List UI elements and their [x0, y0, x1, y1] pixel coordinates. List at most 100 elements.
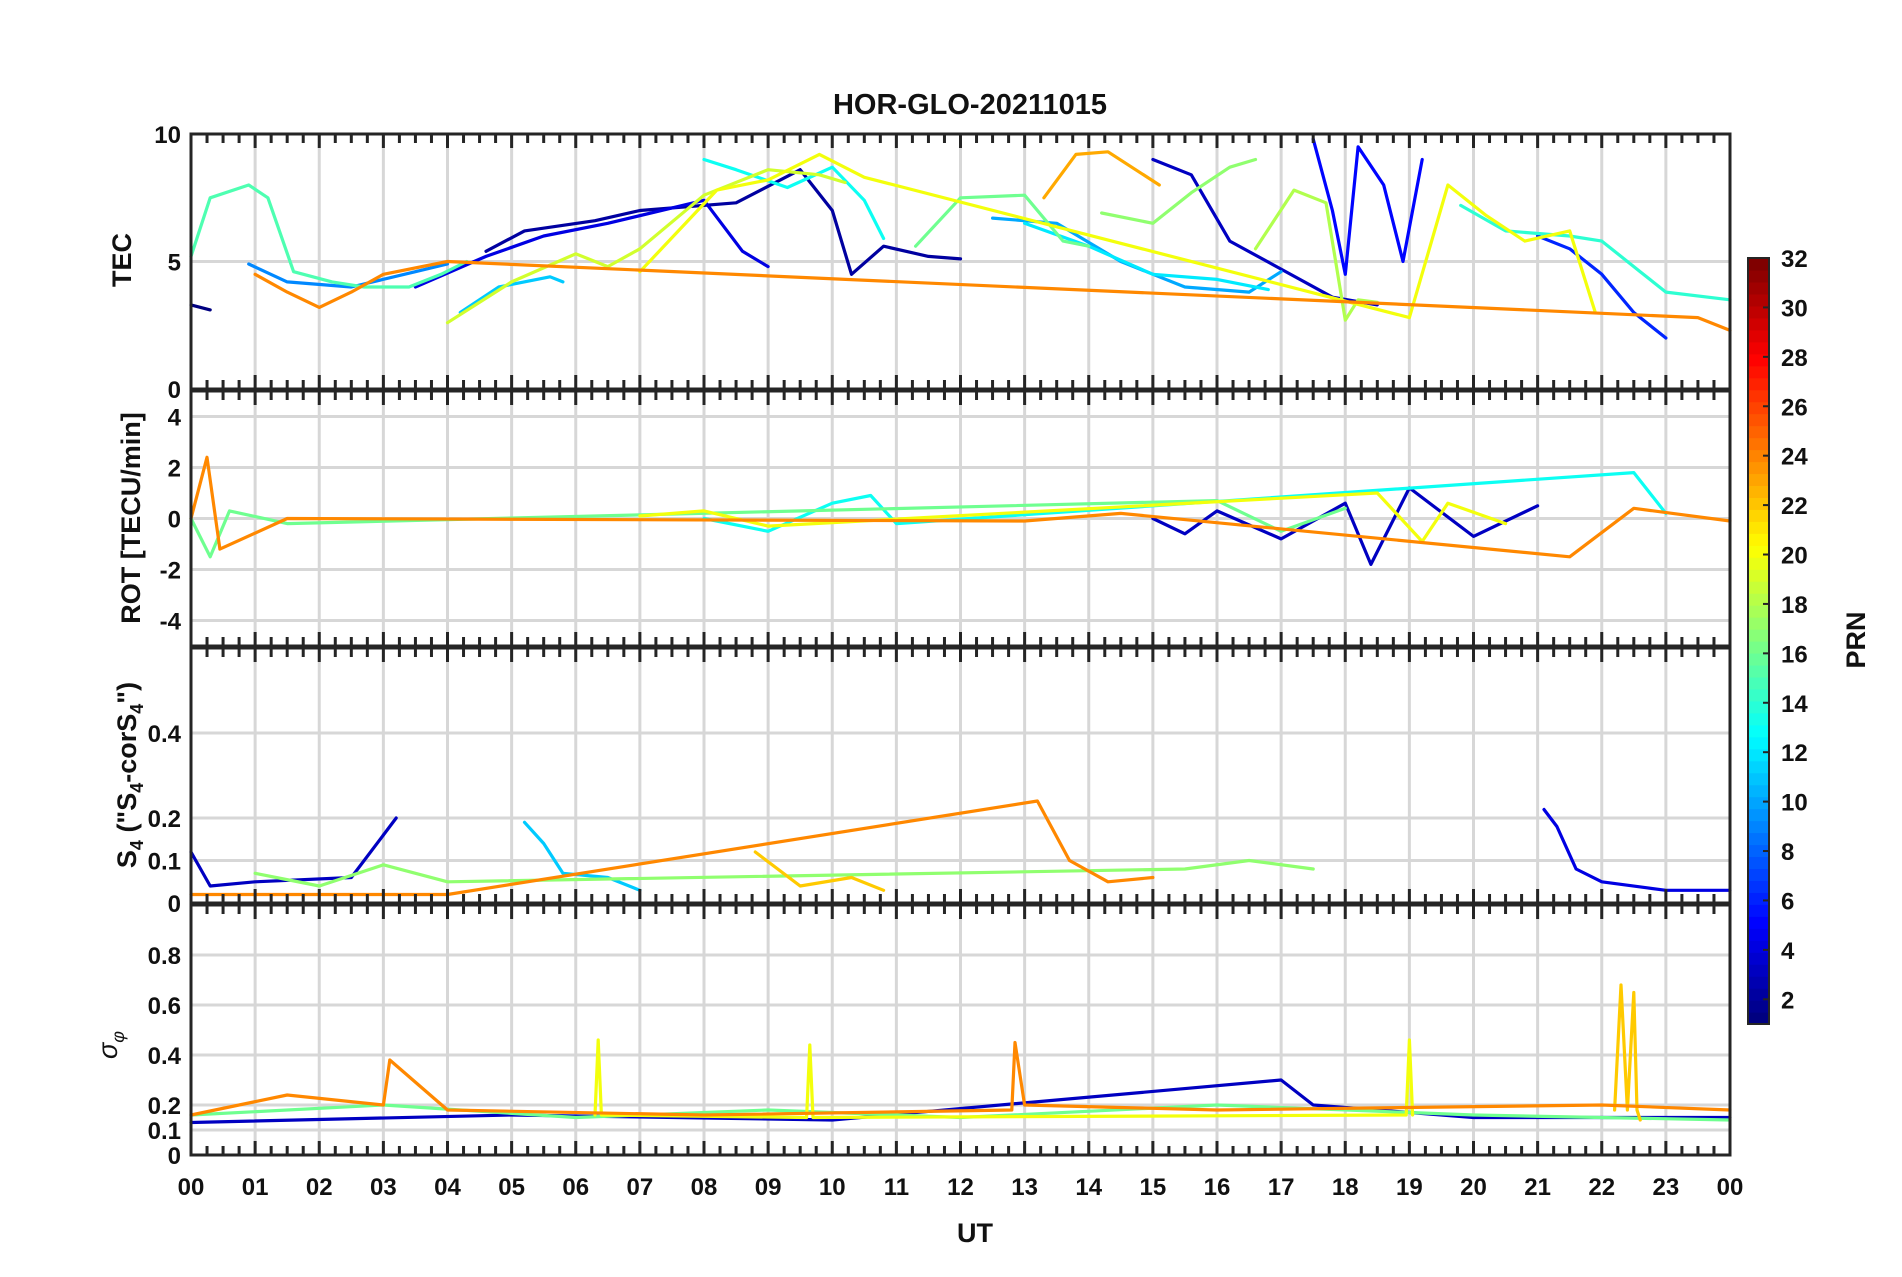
x-tick-label: 20 [1460, 1174, 1487, 1201]
plot-frame [189, 132, 1732, 391]
colorbar-segment [1748, 557, 1769, 570]
series-prn-11 [458, 275, 565, 315]
series-prn-24 [189, 799, 1155, 897]
colorbar-segment [1748, 916, 1769, 929]
colorbar-segment [1748, 617, 1769, 630]
colorbar-segment [1748, 952, 1769, 965]
phi-subscript: φ [108, 1031, 128, 1043]
colorbar-tick-label: 6 [1781, 888, 1794, 915]
s4-close-paren: ") [112, 682, 142, 704]
colorbar-segment [1748, 485, 1769, 498]
s4-open-paren: ("S [112, 793, 142, 840]
colorbar-tick-label: 22 [1781, 493, 1808, 520]
x-tick-label: 13 [1011, 1174, 1038, 1201]
plot-frame [189, 646, 1732, 905]
y-tick-label: 0 [168, 377, 181, 404]
colorbar-segment [1748, 497, 1769, 510]
colorbar-tick-label: 4 [1781, 938, 1795, 965]
colorbar-segment [1748, 629, 1769, 642]
tec-panel: 0 5 10 [154, 122, 1732, 404]
rot-axis-title: ROT [TECU/min] [116, 412, 146, 623]
x-tick-label: 18 [1332, 1174, 1359, 1201]
y-tick-label: 0.1 [148, 849, 181, 876]
s4-axis-title: S4 ("S4-corS4") [112, 682, 147, 868]
series-prn-3 [1151, 486, 1540, 567]
colorbar-segment [1748, 605, 1769, 618]
colorbar-segment [1748, 1012, 1769, 1025]
x-tick-label: 09 [755, 1174, 782, 1201]
series-prn-6 [1535, 234, 1668, 340]
colorbar-segment [1748, 581, 1769, 594]
colorbar-tick-label: 32 [1781, 246, 1808, 273]
series-prn-16 [913, 193, 1091, 248]
colorbar-segment [1748, 377, 1769, 391]
colorbar-segment [1748, 700, 1769, 714]
colorbar-segment [1748, 569, 1769, 582]
s4-subscript-3: 4 [127, 704, 147, 714]
sigma-symbol: σ [93, 1041, 123, 1059]
colorbar-tick-label: 30 [1781, 295, 1808, 322]
sigma-phi-axis-title: σφ [93, 1031, 128, 1059]
colorbar-tick-label: 14 [1781, 691, 1808, 718]
y-tick-label: 0.2 [148, 1093, 181, 1120]
colorbar-segment [1748, 365, 1769, 379]
x-tick-label: 23 [1653, 1174, 1680, 1201]
x-tick-label: 08 [691, 1174, 718, 1201]
y-tick-label: 0 [168, 1143, 181, 1170]
colorbar-segment [1748, 676, 1769, 690]
colorbar-frame [1747, 257, 1770, 1025]
x-tick-label: 19 [1396, 1174, 1423, 1201]
colorbar-segment [1748, 976, 1769, 989]
colorbar-tick-label: 24 [1781, 444, 1808, 471]
colorbar-segment [1748, 533, 1769, 546]
x-tick-label: 06 [562, 1174, 589, 1201]
chart-title: HOR-GLO-20211015 [833, 89, 1107, 121]
series-prn-15 [189, 183, 469, 289]
colorbar-segment [1748, 473, 1769, 487]
s4-cor-text: -corS [112, 714, 142, 783]
colorbar-segment [1748, 892, 1769, 905]
y-tick-label: 0 [168, 891, 181, 918]
colorbar-tick-label: 16 [1781, 641, 1808, 668]
series-prn-3 [189, 1078, 1732, 1125]
y-tick-label: 0.4 [148, 1043, 182, 1070]
x-tick-label: 04 [434, 1174, 461, 1201]
prn-colorbar [1747, 257, 1770, 1025]
colorbar-segment [1748, 748, 1769, 762]
series-prn-17 [253, 858, 1315, 888]
series-prn-22 [1612, 983, 1642, 1122]
s4-subscript: 4 [127, 840, 147, 850]
colorbar-tick-label: 12 [1781, 740, 1808, 767]
series-prn-9 [247, 262, 450, 289]
series-prn-24 [189, 1040, 1732, 1117]
colorbar-segment [1748, 461, 1769, 475]
colorbar-segment [1748, 964, 1769, 977]
series-prn-14 [1459, 203, 1732, 302]
colorbar-segment [1748, 341, 1769, 355]
colorbar-tick-label: 28 [1781, 345, 1808, 372]
series-prn-16 [189, 499, 1347, 559]
y-tick-label: 0.4 [148, 721, 182, 748]
colorbar-segment [1748, 808, 1769, 822]
x-tick-label: 16 [1204, 1174, 1231, 1201]
colorbar-segment [1748, 856, 1769, 870]
colorbar-tick-label: 10 [1781, 790, 1808, 817]
y-tick-label: 10 [154, 122, 181, 149]
y-tick-label: 5 [168, 250, 181, 277]
colorbar-segment [1748, 258, 1769, 271]
s4-panel: 0 0.1 0.2 0.4 [148, 646, 1732, 918]
series-prn-12 [1022, 221, 1270, 292]
x-tick-label: 00 [178, 1174, 205, 1201]
colorbar-tick-label: 20 [1781, 543, 1808, 570]
sigma-phi-panel: 00.10.2 0.4 0.6 0.8 [148, 903, 1732, 1170]
colorbar-segment [1748, 712, 1769, 726]
series-prn-24 [189, 455, 1732, 559]
colorbar-segment [1748, 641, 1769, 654]
series-prn-13 [702, 471, 1668, 533]
colorbar-segment [1748, 401, 1769, 415]
series-prn-19 [445, 168, 847, 325]
colorbar-segment [1748, 688, 1769, 702]
series-prn-20 [593, 1038, 1415, 1120]
